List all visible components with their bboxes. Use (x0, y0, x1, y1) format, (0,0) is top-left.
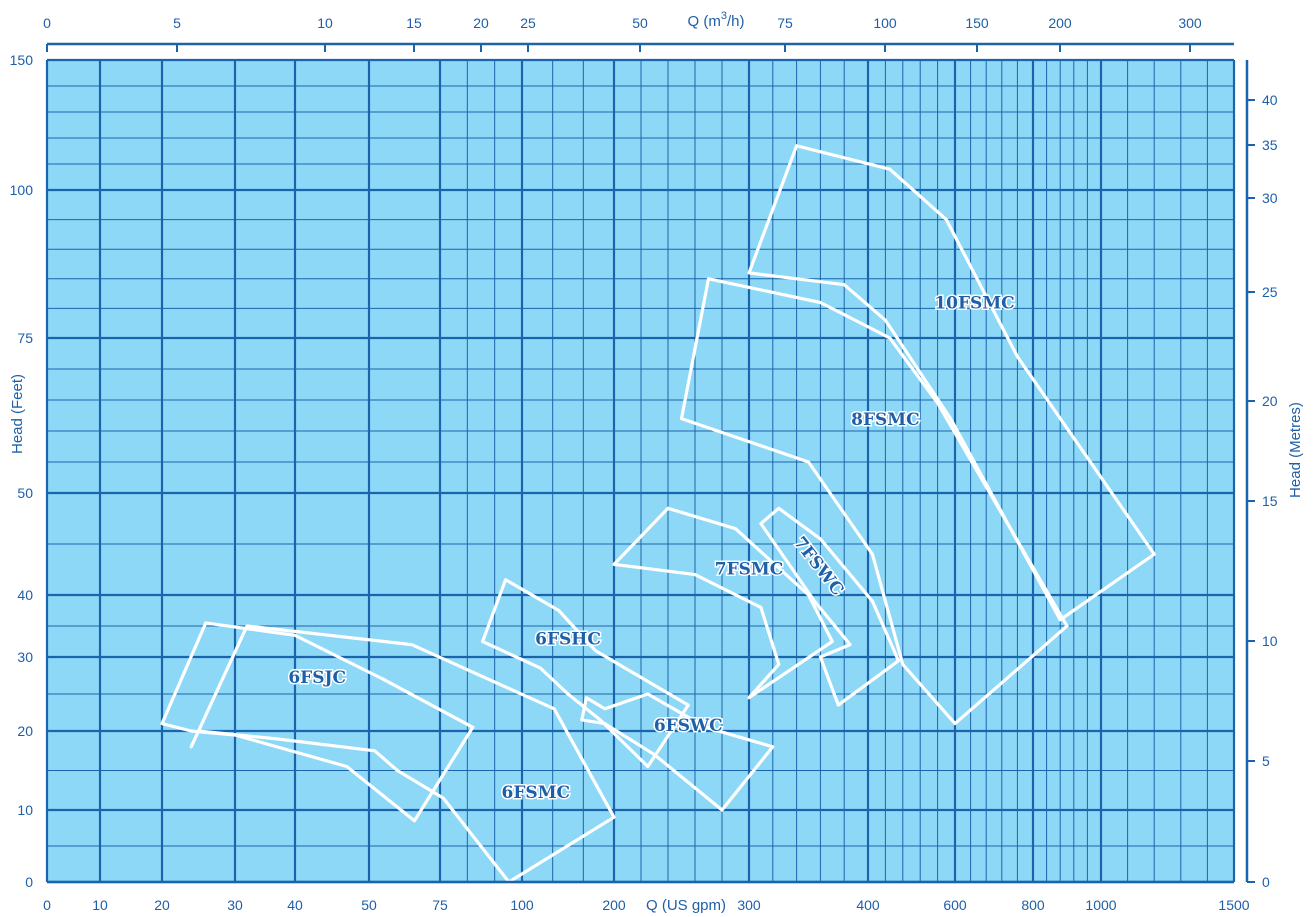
y-left-tick-label: 40 (17, 587, 33, 603)
x-bottom-tick-label: 200 (602, 897, 626, 913)
x-top-tick-label: 25 (520, 15, 536, 31)
x-top-tick-label: 300 (1178, 15, 1202, 31)
y-right-tick-label: 5 (1262, 753, 1270, 769)
region-label-6fsjc: 6FSJC (288, 668, 346, 688)
x-top-tick-label: 150 (965, 15, 989, 31)
x-top-tick-label: 15 (406, 15, 422, 31)
y-right-tick-label: 40 (1262, 92, 1278, 108)
y-right-tick-label: 30 (1262, 190, 1278, 206)
y-left-tick-label: 150 (10, 52, 34, 68)
y-left-tick-label: 20 (17, 723, 33, 739)
y-right-tick-label: 25 (1262, 284, 1278, 300)
region-label-8fsmc: 8FSMC (851, 410, 920, 430)
region-6fshc (481, 578, 690, 769)
y-right-tick-label: 20 (1262, 393, 1278, 409)
region-6fswc (580, 692, 775, 812)
x-top-tick-label: 5 (173, 15, 181, 31)
tick-labels: 0 10 20 30 40 50 75 100 200 300 400 600 800 1000 15000… (10, 15, 1278, 913)
axes (46, 42, 1255, 884)
x-top-tick-label: 0 (43, 15, 51, 31)
x-top-tick-label: 10 (317, 15, 333, 31)
x-top-tick-label: 75 (777, 15, 793, 31)
region-7fswc (759, 506, 901, 707)
x-bottom-tick-label: 30 (227, 897, 243, 913)
x-top-tick-label: 20 (473, 15, 489, 31)
y-left-tick-label: 10 (17, 802, 33, 818)
y-right-axis-title: Head (Metres) (1287, 402, 1304, 498)
y-right-tick-label: 0 (1262, 874, 1270, 890)
region-label-7fsmc: 7FSMC (715, 560, 784, 580)
y-left-tick-label: 0 (25, 874, 33, 890)
x-bottom-tick-label: 1000 (1085, 897, 1116, 913)
region-10fsmc (747, 144, 1156, 622)
x-bottom-tick-label: 300 (737, 897, 761, 913)
y-right-tick-label: 10 (1262, 633, 1278, 649)
x-top-tick-label: 50 (632, 15, 648, 31)
x-bottom-tick-label: 600 (943, 897, 967, 913)
x-top-axis-title: Q (m3/h) (688, 10, 745, 30)
region-label-6fshc: 6FSHC (535, 630, 601, 650)
x-bottom-tick-label: 40 (287, 897, 303, 913)
x-bottom-tick-label: 20 (154, 897, 170, 913)
y-left-tick-label: 75 (17, 330, 33, 346)
y-right-tick-label: 35 (1262, 137, 1278, 153)
y-left-tick-label: 50 (17, 485, 33, 501)
x-bottom-tick-label: 10 (92, 897, 108, 913)
grid-major (45, 58, 1236, 884)
x-top-tick-label: 200 (1048, 15, 1072, 31)
region-label-6fswc: 6FSWC (654, 716, 723, 736)
region-7fsmc (612, 506, 834, 700)
x-bottom-tick-label: 75 (432, 897, 448, 913)
x-bottom-tick-label: 1500 (1218, 897, 1249, 913)
y-left-tick-label: 30 (17, 649, 33, 665)
performance-regions (160, 144, 1156, 884)
region-8fsmc (679, 277, 1069, 726)
x-bottom-tick-label: 800 (1021, 897, 1045, 913)
x-bottom-tick-label: 100 (510, 897, 534, 913)
y-left-axis-title: Head (Feet) (9, 374, 26, 454)
x-bottom-tick-label: 400 (856, 897, 880, 913)
region-6fsmc (189, 624, 616, 884)
x-top-tick-label: 100 (873, 15, 897, 31)
y-left-tick-label: 100 (10, 182, 34, 198)
x-bottom-axis-title: Q (US gpm) (646, 897, 726, 914)
grid-minor (47, 60, 1234, 882)
x-bottom-tick-label: 0 (43, 897, 51, 913)
region-label-6fsmc: 6FSMC (502, 783, 571, 803)
y-right-tick-label: 15 (1262, 493, 1278, 509)
x-bottom-tick-label: 50 (361, 897, 377, 913)
region-label-10fsmc: 10FSMC (934, 293, 1014, 313)
